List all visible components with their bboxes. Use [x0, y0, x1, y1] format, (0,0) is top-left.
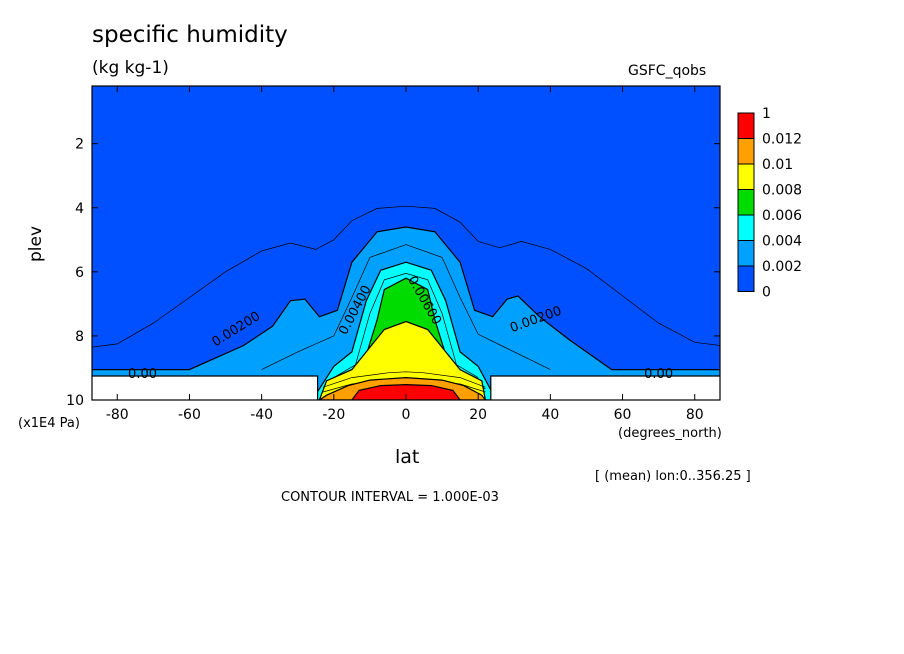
- colorbar-label: 0.006: [762, 208, 802, 224]
- x-tick-label: -80: [106, 407, 129, 423]
- colorbar-swatch: [737, 214, 755, 241]
- colorbar-label: 0.002: [762, 259, 802, 275]
- contour-line-0.005: [333, 273, 479, 378]
- missing-region-south: [92, 376, 318, 400]
- y-tick-label: 10: [66, 393, 84, 409]
- y-tick-label: 6: [75, 265, 84, 281]
- y-axis-units: (x1E4 Pa): [18, 416, 80, 431]
- x-tick-label: 40: [541, 407, 559, 423]
- colorbar-label: 1: [762, 106, 771, 122]
- contour-label: 0.00: [644, 367, 673, 382]
- chart-title: specific humidity: [92, 22, 288, 48]
- x-tick-label: 80: [686, 407, 704, 423]
- colorbar-swatch: [737, 189, 755, 216]
- missing-boundary-south: [92, 375, 319, 400]
- chart-units: (kg kg-1): [92, 58, 169, 78]
- x-axis-units: (degrees_north): [618, 426, 722, 441]
- y-tick-label: 2: [75, 137, 84, 153]
- longitude-note: [ (mean) lon:0..356.25 ]: [595, 469, 751, 484]
- colorbar-swatch: [737, 112, 755, 139]
- colorbar-label: 0: [762, 285, 771, 301]
- x-tick-label: 0: [402, 407, 411, 423]
- colorbar-swatch: [737, 265, 755, 292]
- colorbar-swatch: [737, 163, 755, 190]
- colorbar-swatch: [737, 240, 755, 267]
- y-tick-label: 8: [75, 329, 84, 345]
- missing-region-north: [490, 376, 720, 400]
- y-tick-label: 4: [75, 201, 84, 217]
- contour-interval-note: CONTOUR INTERVAL = 1.000E-03: [281, 490, 499, 505]
- contour-label: 0.00: [128, 367, 157, 382]
- dataset-name: GSFC_qobs: [628, 63, 707, 79]
- contour-line-0.003: [261, 244, 551, 370]
- x-tick-label: -40: [250, 407, 273, 423]
- colorbar-label: 0.008: [762, 183, 802, 199]
- colorbar-label: 0.004: [762, 234, 802, 250]
- colorbar-label: 0.01: [762, 157, 793, 173]
- colorbar-label: 0.012: [762, 132, 802, 148]
- contour-line-0.001: [92, 205, 720, 400]
- x-tick-label: -60: [178, 407, 201, 423]
- x-tick-label: 20: [469, 407, 487, 423]
- x-axis-label: lat: [395, 446, 420, 468]
- x-tick-label: -20: [322, 407, 345, 423]
- contour-line-0.009: [322, 371, 486, 388]
- fill-region-6: [351, 383, 461, 400]
- missing-boundary-north: [490, 375, 720, 400]
- x-tick-label: 60: [614, 407, 632, 423]
- colorbar-swatch: [737, 138, 755, 165]
